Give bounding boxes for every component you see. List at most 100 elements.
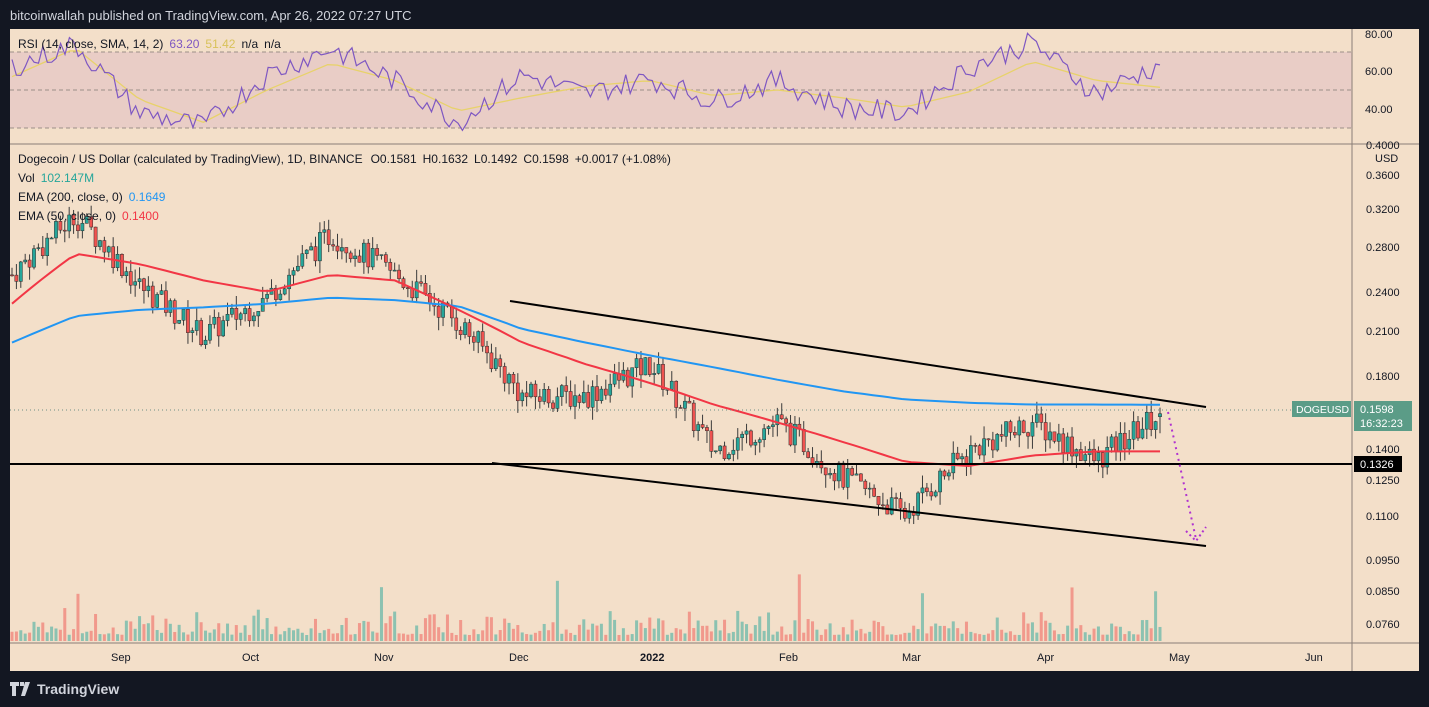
rsi-line (11, 32, 1161, 132)
candle-body (14, 274, 19, 282)
volume-bar (1140, 620, 1144, 641)
price-tick: 0.0760 (1366, 619, 1400, 631)
candle-body (524, 392, 529, 398)
volume-bar (538, 630, 542, 641)
volume-bar (300, 632, 304, 641)
volume-bar (872, 620, 876, 641)
volume-bar (1110, 623, 1114, 641)
volume-bar (133, 628, 137, 641)
candle-body (938, 470, 942, 493)
volume-bar (327, 628, 331, 641)
candle-body (511, 374, 516, 384)
volume-bar (1057, 634, 1061, 641)
candle-body (625, 369, 630, 387)
time-tick: 2022 (640, 652, 664, 664)
tradingview-logo[interactable]: TradingView (10, 679, 119, 699)
volume-bar (551, 622, 555, 641)
candle-body (867, 487, 872, 490)
price-tick: 0.1100 (1366, 511, 1399, 523)
volume-bar (164, 618, 168, 641)
price-tag-value: 0.1598 (1360, 404, 1394, 416)
volume-bar (375, 632, 379, 641)
volume-bar (481, 630, 485, 641)
time-tick: May (1169, 652, 1190, 664)
candle-body (247, 308, 252, 322)
volume-bar (569, 632, 573, 641)
volume-bar (1083, 632, 1087, 641)
candle-body (1144, 412, 1149, 430)
volume-bar (626, 634, 630, 641)
candle-body (731, 449, 736, 455)
volume-bar (841, 627, 845, 641)
candle-body (678, 407, 683, 409)
rsi-pane: RSI (14, close, SMA, 14, 2) 63.20 51.42 n/a… (10, 29, 1393, 132)
volume-bar (454, 634, 458, 641)
candle-body (58, 221, 63, 231)
volume-bar (696, 620, 700, 641)
candle-body (76, 224, 80, 232)
time-axis[interactable]: Sep Oct Nov Dec 2022 Feb Mar Apr May Jun (111, 652, 1323, 664)
volume-bar (657, 618, 661, 641)
candle-body (608, 383, 613, 396)
volume-bar (217, 623, 221, 641)
candle-body (480, 331, 485, 347)
price-pane[interactable]: Dogecoin / US Dollar (calculated by Trad… (10, 152, 1352, 641)
volume-bar (1035, 632, 1039, 641)
volume-bar (208, 632, 212, 641)
candle-body (282, 288, 287, 295)
price-tick: 0.0950 (1366, 555, 1400, 567)
candle-body (322, 229, 327, 233)
rsi-label: RSI (14, close, SMA, 14, 2) 63.20 51.42 n/a… (18, 37, 281, 51)
candle-body (929, 491, 934, 497)
volume-bar (14, 631, 18, 641)
candle-body (995, 434, 1000, 451)
candle-body (348, 252, 353, 260)
candle-body (436, 305, 441, 318)
channel-lower-trendline[interactable] (491, 462, 1207, 547)
channel-upper-trendline[interactable] (509, 300, 1207, 408)
volume-bar (230, 634, 234, 641)
volume-bar (265, 618, 269, 641)
candle-body (32, 248, 36, 268)
candle-body (287, 274, 291, 290)
volume-bar (102, 634, 106, 641)
candle-body (1008, 421, 1013, 433)
volume-bar (428, 614, 432, 641)
volume-bar (498, 630, 502, 641)
volume-bar (586, 629, 590, 641)
candle-body (555, 396, 560, 409)
projection-arrow[interactable] (1167, 411, 1197, 540)
candle-body (357, 255, 362, 263)
price-axis[interactable]: 0.4000 USD 0.3600 0.3200 0.2800 0.2400 0… (1292, 140, 1412, 631)
candle-body (155, 294, 159, 308)
candle-body (889, 497, 894, 515)
candle-body (810, 457, 815, 464)
volume-bar (925, 633, 929, 641)
volume-bar (234, 625, 238, 641)
volume-bar (837, 634, 841, 641)
candle-body (419, 281, 423, 284)
volume-bar (608, 611, 612, 641)
candle-body (933, 491, 938, 497)
volume-bar (89, 630, 93, 641)
candle-body (54, 221, 58, 239)
candle-body (392, 269, 397, 272)
candle-body (656, 364, 661, 374)
volume-bar (1017, 634, 1021, 641)
time-tick: Dec (509, 652, 529, 664)
volume-bar (274, 626, 278, 641)
volume-bar (749, 633, 753, 641)
candle-body (515, 382, 520, 402)
publisher-text: bitcoinwallah published on TradingView.c… (10, 8, 412, 23)
volume-bar (467, 634, 471, 641)
chart-frame[interactable]: RSI (14, close, SMA, 14, 2) 63.20 51.42 n/a… (10, 29, 1419, 671)
candle-body (999, 434, 1004, 437)
volume-bar (560, 633, 564, 641)
chart-svg[interactable]: RSI (14, close, SMA, 14, 2) 63.20 51.42 n/a… (10, 29, 1419, 671)
candle-body (920, 487, 925, 494)
volume-bar (1044, 620, 1048, 641)
candle-body (471, 336, 476, 343)
candle-body (977, 445, 982, 456)
volume-bar (36, 626, 40, 641)
candle-body (722, 445, 727, 460)
